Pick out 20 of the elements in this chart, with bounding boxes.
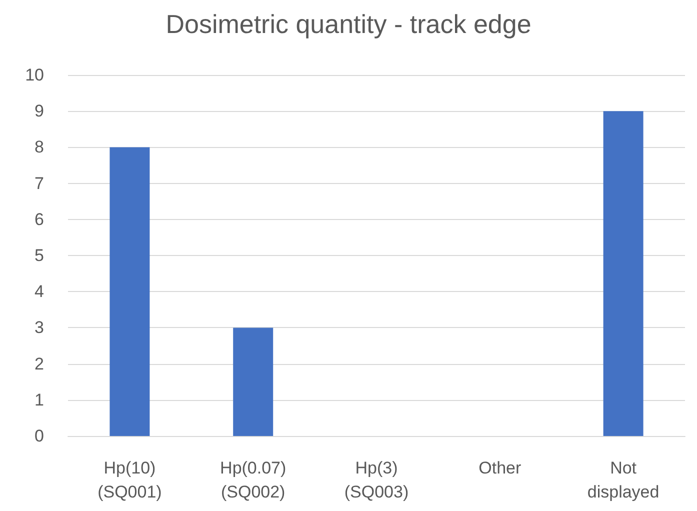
y-tick-label: 7 xyxy=(34,174,44,193)
y-tick-label: 9 xyxy=(34,102,44,121)
y-tick-label: 6 xyxy=(34,210,44,229)
x-tick-label: Hp(0.07) (SQ002) xyxy=(220,458,286,502)
y-tick-label: 2 xyxy=(34,354,44,374)
y-tick-label: 5 xyxy=(34,246,44,265)
y-tick-label: 1 xyxy=(34,390,44,410)
y-tick-label: 3 xyxy=(34,318,44,338)
chart-title: Dosimetric quantity - track edge xyxy=(166,9,532,39)
bar xyxy=(233,328,274,436)
y-tick-label: 10 xyxy=(25,66,44,84)
x-tick-label: Hp(3) (SQ003) xyxy=(344,458,409,502)
x-tick-label: Hp(10) (SQ001) xyxy=(98,458,162,502)
y-tick-label: 8 xyxy=(34,138,44,157)
x-tick-label: Other xyxy=(478,458,522,478)
y-tick-label: 0 xyxy=(34,426,44,446)
bar xyxy=(603,111,644,436)
y-tick-label: 4 xyxy=(34,282,44,302)
bar xyxy=(110,147,150,436)
x-tick-label: Not displayed xyxy=(587,458,660,502)
